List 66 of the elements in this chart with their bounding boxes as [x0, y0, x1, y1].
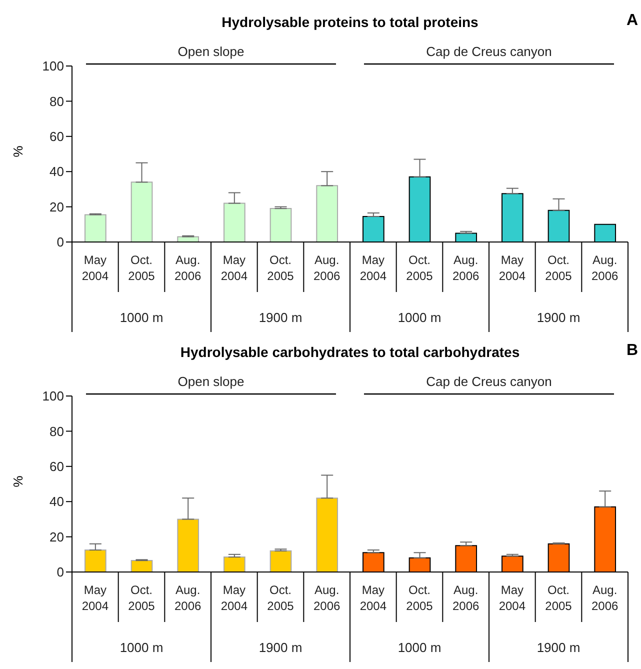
bar — [177, 518, 200, 572]
x-tick-label: May 2004 — [360, 583, 387, 613]
bar — [177, 236, 200, 242]
x-tick-label: Aug. 2006 — [174, 253, 202, 283]
text: B — [626, 342, 638, 360]
text: 1900 m — [258, 640, 302, 655]
bar — [84, 550, 106, 572]
text: Cap de Creus canyon — [426, 44, 552, 59]
text: Open slope — [178, 374, 244, 389]
x-tick-label: May 2004 — [220, 583, 248, 613]
text: A — [626, 12, 638, 30]
bar — [316, 185, 338, 242]
x-tick-label: Aug. 2006 — [452, 253, 480, 283]
x-tick-label: Oct. 2005 — [267, 583, 294, 613]
y-tick-label: 100 — [42, 58, 64, 74]
text: 1000 m — [120, 640, 164, 655]
bar — [270, 208, 292, 242]
x-tick-label: Oct. 2005 — [545, 583, 572, 613]
y-tick-label: 80 — [50, 424, 64, 439]
text: 1000 m — [120, 310, 164, 325]
x-tick-label: Oct. 2005 — [545, 253, 572, 283]
x-tick-label: May 2004 — [498, 253, 526, 283]
text: Open slope — [178, 44, 244, 59]
bar — [224, 202, 246, 242]
x-tick-label: May 2004 — [220, 253, 248, 283]
x-tick-label: Oct. 2005 — [267, 253, 294, 283]
bar — [316, 498, 338, 572]
bar — [270, 550, 292, 572]
x-tick-label: Oct. 2005 — [128, 583, 156, 613]
x-tick-label: May 2004 — [360, 253, 387, 283]
x-tick-label: Aug. 2006 — [591, 253, 619, 283]
y-tick-label: 80 — [50, 94, 64, 109]
y-tick-label: 100 — [42, 388, 64, 404]
y-axis-title: % — [10, 146, 26, 158]
bar — [84, 214, 106, 242]
bar — [130, 182, 153, 242]
x-tick-label: Aug. 2006 — [313, 583, 341, 613]
x-tick-label: May 2004 — [82, 253, 109, 283]
x-tick-label: Aug. 2006 — [313, 253, 341, 283]
x-tick-label: Oct. 2005 — [128, 253, 156, 283]
chart-title: Hydrolysable proteins to total proteins — [220, 14, 480, 30]
chart-title: Hydrolysable carbohydrates to total carbohydrates — [179, 344, 521, 360]
x-tick-label: Aug. 2006 — [591, 583, 619, 613]
x-tick-label: May 2004 — [82, 583, 109, 613]
y-tick-label: 40 — [50, 494, 64, 510]
y-tick-label: 0 — [56, 564, 64, 580]
y-tick-label: 40 — [50, 164, 64, 180]
text: 1900 m — [536, 640, 580, 655]
text: 1900 m — [258, 310, 302, 325]
x-tick-label: Aug. 2006 — [174, 583, 202, 613]
bar — [130, 560, 153, 572]
y-tick-label: 60 — [50, 459, 64, 474]
bar — [224, 556, 246, 572]
y-tick-label: 20 — [50, 529, 64, 544]
y-tick-label: 20 — [50, 199, 64, 214]
x-tick-label: May 2004 — [498, 583, 526, 613]
x-tick-label: Oct. 2005 — [406, 253, 434, 283]
text: Cap de Creus canyon — [426, 374, 552, 389]
y-tick-label: 60 — [50, 129, 64, 144]
text: 1000 m — [398, 640, 442, 655]
text: 1000 m — [398, 310, 442, 325]
y-tick-label: 0 — [56, 234, 64, 250]
x-tick-label: Oct. 2005 — [406, 583, 434, 613]
x-tick-label: Aug. 2006 — [452, 583, 480, 613]
y-axis-title: % — [10, 476, 26, 488]
text: 1900 m — [536, 310, 580, 325]
